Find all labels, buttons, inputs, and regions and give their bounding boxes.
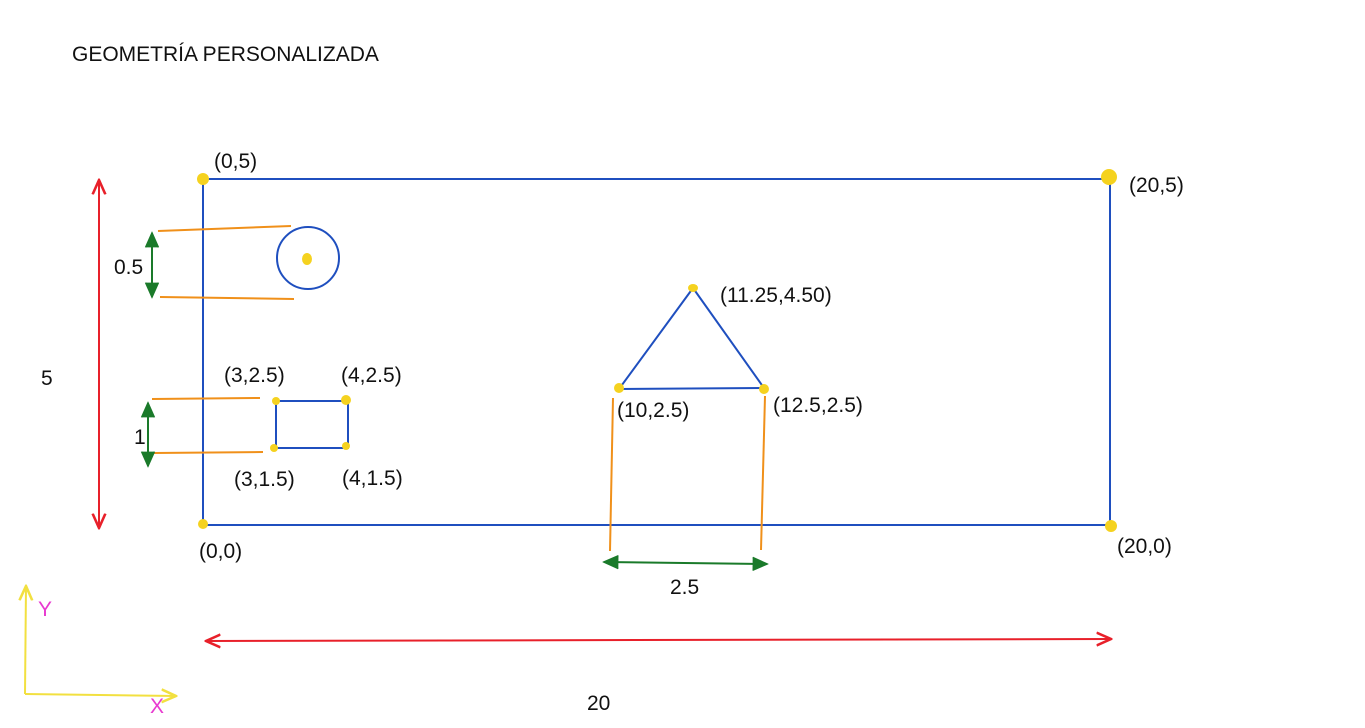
- domain-rectangle: [202, 178, 1111, 526]
- point-top-left: [197, 173, 209, 185]
- x-axis-label: X: [150, 695, 164, 718]
- label-triangle-apex: (11.25,4.50): [720, 284, 832, 307]
- triangle-base-label: 2.5: [670, 576, 699, 599]
- point-triangle-left: [614, 383, 624, 393]
- square-side-label: 1: [134, 426, 146, 449]
- diagram-title: GEOMETRÍA PERSONALIZADA: [72, 43, 379, 66]
- circle-extension-top: [157, 225, 292, 232]
- y-axis-arrow: [25, 586, 26, 695]
- circle-extension-bottom: [159, 296, 295, 300]
- label-square-bottom-right: (4,1.5): [342, 467, 403, 490]
- label-triangle-right: (12.5,2.5): [773, 394, 863, 417]
- point-bottom-right: [1105, 520, 1117, 532]
- triangle-extension-right: [760, 395, 766, 551]
- point-triangle-apex: [688, 284, 698, 292]
- triangle-extension-left: [609, 397, 614, 552]
- x-axis-arrow: [24, 694, 176, 696]
- label-bottom-right: (20,0): [1117, 535, 1172, 558]
- circle-center-point: [302, 253, 312, 265]
- square-extension-bottom: [153, 451, 264, 454]
- square-extension-top: [151, 397, 261, 400]
- point-bottom-left: [198, 519, 208, 529]
- label-square-top-left: (3,2.5): [224, 364, 285, 387]
- triangle-hole: [617, 286, 766, 391]
- label-top-left: (0,5): [214, 150, 257, 173]
- label-square-bottom-left: (3,1.5): [234, 468, 295, 491]
- point-square-top-right: [341, 395, 351, 405]
- extension-lines: [151, 225, 766, 552]
- point-square-bottom-right: [342, 442, 350, 450]
- coordinate-axes: Y X: [25, 586, 176, 718]
- width-dimension-arrow: [206, 639, 1111, 641]
- point-top-right: [1101, 169, 1117, 185]
- height-dimension-label: 5: [41, 367, 53, 390]
- label-square-top-right: (4,2.5): [341, 364, 402, 387]
- point-square-top-left: [272, 397, 280, 405]
- point-triangle-right: [759, 384, 769, 394]
- circle-diameter-label: 0.5: [114, 256, 143, 279]
- point-square-bottom-left: [270, 444, 278, 452]
- width-dimension-label: 20: [587, 692, 610, 715]
- triangle-base-arrow: [604, 562, 767, 564]
- square-hole: [275, 400, 349, 449]
- label-top-right: (20,5): [1129, 174, 1184, 197]
- y-axis-label: Y: [38, 598, 52, 621]
- label-triangle-left: (10,2.5): [617, 399, 689, 422]
- label-bottom-left: (0,0): [199, 540, 242, 563]
- vertex-points: [197, 169, 1117, 532]
- circle-hole: [276, 226, 340, 290]
